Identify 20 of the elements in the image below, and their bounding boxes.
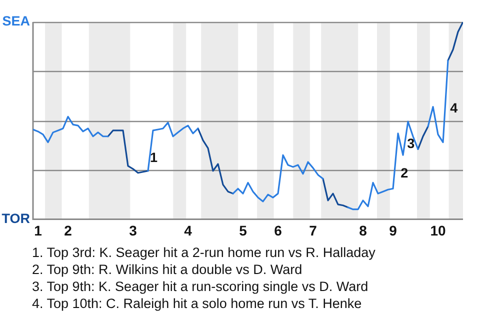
text: TOR [2,210,30,226]
x-tick-label: 5 [239,222,248,238]
x-tick-label: 8 [359,222,368,238]
annotation: 4 [450,100,458,116]
annotation: 2 [400,166,408,181]
annotation: 3 [407,136,416,151]
text: 1. Top 3rd: K. Seager hit a 2-run home run vs R. Halladay [32,244,376,261]
x-tick-label: 7 [309,222,318,238]
x-tick-label: 10 [430,222,446,238]
annotation: 1 [150,150,158,165]
x-tick-label: 6 [274,222,282,238]
x-tick-label: 3 [129,222,138,238]
x-tick-label: 1 [34,222,42,238]
x-tick-label: 2 [64,222,72,238]
text: 4. Top 10th: C. Raleigh hit a solo home run vs T. Henke [32,295,363,312]
text: SEA [2,14,30,29]
x-tick-label: 4 [184,222,192,238]
text: 3. Top 9th: K. Seager hit a run-scoring single vs D. Ward [32,278,370,295]
text: 2. Top 9th: R. Wilkins hit a double vs D. Ward [32,261,304,278]
x-tick-label: 9 [389,222,398,238]
